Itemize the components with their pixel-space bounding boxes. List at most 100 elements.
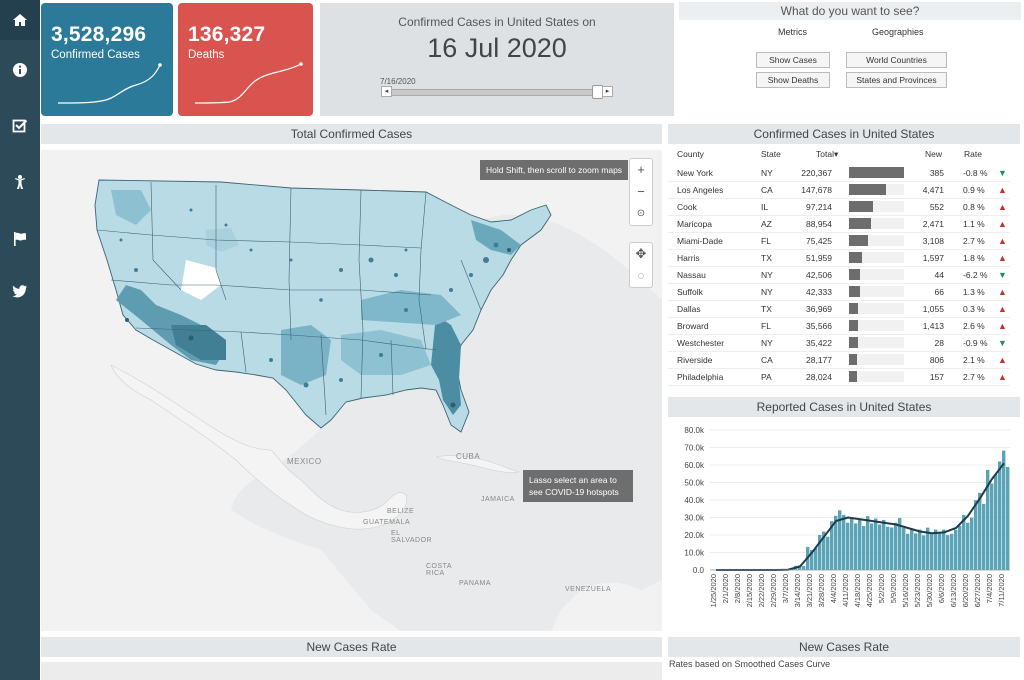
- data-bar: [966, 522, 970, 570]
- data-bar: [982, 503, 986, 570]
- reported-cases-chart: 0.0 10.0k 20.0k 30.0k 40.0k 50.0k 60.0k 70.0k 80…: [668, 418, 1020, 636]
- table-row[interactable]: Los Angeles CA 147,678 4,471 0.9 % ▲: [668, 181, 1010, 199]
- lasso-icon[interactable]: ◌: [637, 270, 645, 282]
- total-bar-bg: [849, 269, 904, 280]
- date-panel: Confirmed Cases in United States on 16 J…: [320, 3, 674, 116]
- view-selector-title: What do you want to see?: [679, 2, 1021, 20]
- column-header-county[interactable]: County: [677, 149, 704, 159]
- column-header-state[interactable]: State: [761, 149, 781, 159]
- x-tick-label: 5/23/2020: [913, 574, 922, 607]
- cell-rate: 0.9 %: [963, 185, 985, 195]
- cell-county: Harris: [677, 253, 700, 263]
- cell-total: 97,214: [806, 202, 832, 212]
- total-bar: [849, 252, 862, 263]
- trend-up-icon: ▲: [998, 321, 1007, 331]
- sidebar-flag-button[interactable]: [0, 219, 40, 259]
- data-bar: [962, 514, 966, 570]
- column-header-total[interactable]: Total▾: [816, 149, 838, 160]
- sidebar-checklist-button[interactable]: [0, 106, 40, 146]
- trend-up-icon: ▲: [998, 219, 1007, 229]
- states-provinces-button[interactable]: States and Provinces: [846, 72, 947, 88]
- cell-rate: 0.3 %: [963, 304, 985, 314]
- sidebar-person-button[interactable]: [0, 162, 40, 202]
- data-bar: [922, 535, 926, 570]
- chart-panel-title: Reported Cases in United States: [668, 397, 1020, 417]
- total-bar: [849, 167, 904, 178]
- cell-new: 66: [934, 287, 944, 297]
- cell-new: 552: [929, 202, 944, 212]
- flag-icon: [14, 232, 26, 246]
- total-bar: [849, 320, 858, 331]
- table-row[interactable]: Philadelphia PA 28,024 157 2.7 % ▲: [668, 368, 1010, 386]
- table-row[interactable]: Westchester NY 35,422 28 -0.9 % ▼: [668, 334, 1010, 352]
- column-header-new[interactable]: New: [925, 149, 943, 159]
- cell-state: TX: [761, 304, 772, 314]
- table-row[interactable]: Broward FL 35,566 1,413 2.6 % ▲: [668, 317, 1010, 335]
- cases-map[interactable]: MEXICO CUBA JAMAICA BELIZE GUATEMALA EL …: [41, 150, 662, 631]
- twitter-icon: [12, 285, 27, 298]
- date-panel-title: Confirmed Cases in United States on: [398, 15, 596, 29]
- x-tick-label: 7/11/2020: [997, 574, 1006, 607]
- x-tick-label: 6/6/2020: [937, 574, 946, 603]
- map-tool-controls: ✥ ◌: [629, 242, 653, 288]
- x-tick-label: 6/13/2020: [949, 574, 958, 607]
- geographies-heading: Geographies: [872, 27, 924, 37]
- zoom-out-button[interactable]: −: [637, 184, 645, 199]
- x-tick-label: 2/22/2020: [757, 574, 766, 607]
- zoom-in-button[interactable]: +: [637, 162, 645, 177]
- table-row[interactable]: Maricopa AZ 88,954 2,471 1.1 % ▲: [668, 215, 1010, 233]
- lasso-hint-tooltip: Lasso select an area to see COVID-19 hot…: [523, 470, 633, 502]
- show-deaths-button[interactable]: Show Deaths: [756, 72, 830, 88]
- trend-down-icon: ▼: [998, 270, 1007, 280]
- cell-county: Dallas: [677, 304, 701, 314]
- deaths-value: 136,327: [188, 23, 266, 46]
- data-bar: [930, 533, 934, 570]
- table-row[interactable]: Suffolk NY 42,333 66 1.3 % ▲: [668, 283, 1010, 301]
- y-tick-label: 80.0k: [684, 426, 705, 435]
- data-bar: [974, 500, 978, 570]
- table-row[interactable]: Cook IL 97,214 552 0.8 % ▲: [668, 198, 1010, 216]
- cell-new: 2,471: [922, 219, 944, 229]
- slider-track[interactable]: [391, 89, 603, 96]
- map-canvas: [41, 150, 662, 631]
- trend-down-icon: ▼: [998, 338, 1007, 348]
- table-row[interactable]: New York NY 220,367 385 -0.8 % ▼: [668, 164, 1010, 182]
- checkbox-icon: [12, 119, 28, 133]
- slider-right-arrow[interactable]: ▸: [602, 86, 613, 97]
- sidebar-twitter-button[interactable]: [0, 271, 40, 311]
- cell-total: 51,959: [806, 253, 832, 263]
- table-row[interactable]: Harris TX 51,959 1,597 1.8 % ▲: [668, 249, 1010, 267]
- new-cases-rate-map[interactable]: [41, 662, 662, 680]
- table-row[interactable]: Dallas TX 36,969 1,055 0.3 % ▲: [668, 300, 1010, 318]
- data-bar: [898, 518, 902, 570]
- total-bar: [849, 235, 868, 246]
- data-bar: [1002, 450, 1006, 570]
- date-slider[interactable]: ◂ ▸: [381, 85, 613, 99]
- cell-state: NY: [761, 270, 773, 280]
- x-tick-label: 1/25/2020: [709, 574, 718, 607]
- cell-rate: -0.9 %: [963, 338, 988, 348]
- reset-view-button[interactable]: ⊙: [636, 208, 646, 219]
- cell-rate: 1.8 %: [963, 253, 985, 263]
- table-row[interactable]: Nassau NY 42,506 44 -6.2 % ▼: [668, 266, 1010, 284]
- cell-new: 4,471: [922, 185, 944, 195]
- sidebar-info-button[interactable]: [0, 50, 40, 90]
- table-row[interactable]: Riverside CA 28,177 806 2.1 % ▲: [668, 351, 1010, 369]
- world-countries-button[interactable]: World Countries: [846, 52, 947, 68]
- table-row[interactable]: Miami-Dade FL 75,425 3,108 2.7 % ▲: [668, 232, 1010, 250]
- sort-desc-icon: ▾: [833, 149, 839, 159]
- show-cases-button[interactable]: Show Cases: [756, 52, 830, 68]
- y-tick-label: 20.0k: [684, 531, 705, 540]
- data-bar: [870, 523, 874, 570]
- pan-icon[interactable]: ✥: [635, 246, 647, 261]
- data-bar: [846, 522, 850, 570]
- x-tick-label: 5/16/2020: [901, 574, 910, 607]
- total-bar-bg: [849, 371, 904, 382]
- column-header-rate[interactable]: Rate: [964, 149, 982, 159]
- data-bar: [998, 461, 1002, 570]
- sidebar-home-button[interactable]: [0, 0, 40, 40]
- cell-new: 3,108: [922, 236, 944, 246]
- info-icon: [13, 63, 27, 77]
- x-tick-label: 3/21/2020: [805, 574, 814, 607]
- cell-county: Cook: [677, 202, 697, 212]
